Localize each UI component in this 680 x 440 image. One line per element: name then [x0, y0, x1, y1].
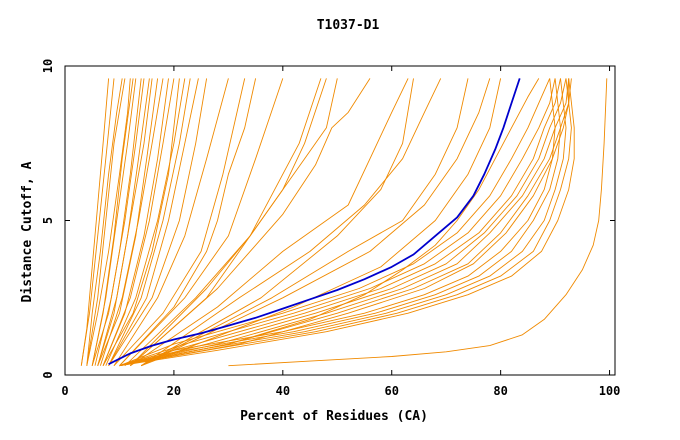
model-series-line-28	[129, 78, 327, 367]
model-series-line-25	[124, 78, 322, 367]
y-tick-label: 10	[41, 59, 55, 73]
model-series-line-34	[141, 78, 502, 367]
model-series-line-7	[91, 78, 137, 366]
model-series-line-23	[119, 78, 257, 367]
x-tick-label: 60	[385, 384, 399, 398]
model-series-line-27	[130, 78, 371, 367]
series-layer	[80, 78, 608, 367]
model-series-line-14	[102, 78, 169, 366]
x-tick-label: 100	[599, 384, 621, 398]
model-series-line-47	[228, 78, 608, 367]
model-series-line-31	[140, 78, 414, 367]
chart-title: T1037-D1	[317, 18, 380, 33]
model-series-line-18	[108, 78, 191, 366]
model-series-line-42	[119, 78, 556, 367]
y-tick-label: 0	[41, 371, 55, 378]
model-series-line-9	[94, 78, 145, 366]
model-series-line-29	[130, 78, 409, 367]
model-series-line-3	[86, 78, 123, 366]
model-series-line-46	[119, 78, 575, 367]
model-series-line-30	[140, 78, 442, 367]
x-tick-label: 20	[167, 384, 181, 398]
y-tick-label: 5	[41, 217, 55, 224]
model-series-line-36	[119, 78, 556, 367]
x-tick-label: 40	[276, 384, 290, 398]
model-series-line-12	[97, 78, 159, 366]
model-series-line-4	[86, 78, 126, 366]
model-series-line-33	[141, 78, 491, 367]
model-series-line-40	[119, 78, 572, 367]
model-series-line-37	[119, 78, 561, 367]
y-axis-label: Distance Cutoff, A	[20, 161, 35, 302]
model-series-line-32	[140, 78, 469, 367]
model-series-line-45	[119, 78, 572, 367]
model-series-line-22	[113, 78, 246, 367]
model-series-line-13	[99, 78, 164, 366]
x-tick-label: 80	[493, 384, 507, 398]
model-series-line-24	[119, 78, 284, 367]
model-series-line-19	[108, 78, 199, 366]
model-series-line-44	[119, 78, 567, 367]
model-series-line-2	[80, 78, 115, 366]
model-series-line-38	[119, 78, 567, 367]
model-series-line-48	[119, 78, 540, 367]
model-series-line-35	[119, 78, 551, 367]
model-series-line-43	[119, 78, 561, 367]
x-tick-label: 0	[61, 384, 68, 398]
model-series-line-16	[102, 78, 180, 366]
highlight-series-line	[108, 78, 521, 366]
ticks-layer: 0 20 40 60 80 100 0 5 10	[41, 59, 620, 398]
model-series-line-21	[113, 78, 229, 366]
model-series-line-5	[86, 78, 131, 366]
model-series-line-1	[80, 78, 110, 366]
model-series-line-15	[102, 78, 175, 366]
model-series-line-11	[97, 78, 153, 366]
x-axis-label: Percent of Residues (CA)	[240, 409, 428, 424]
model-series-line-17	[105, 78, 186, 366]
model-series-line-39	[119, 78, 570, 367]
model-series-line-20	[108, 78, 208, 366]
